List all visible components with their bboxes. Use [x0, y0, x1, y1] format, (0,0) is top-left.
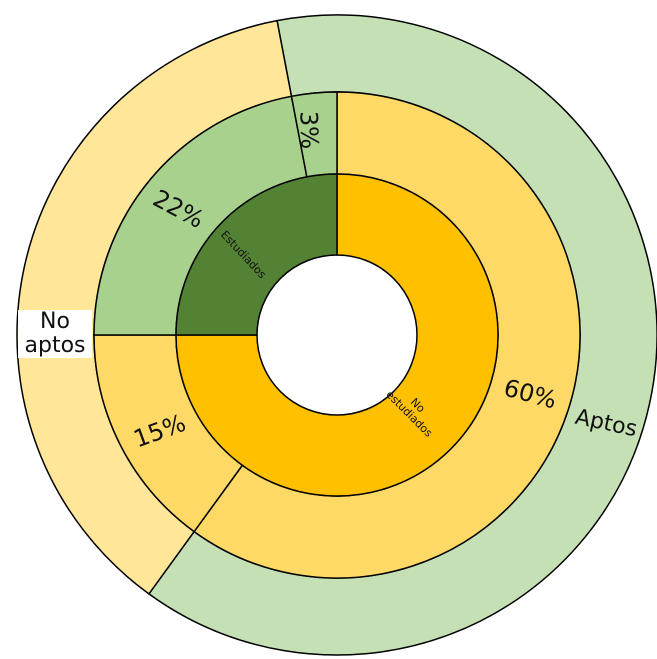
value-label: 3%: [294, 110, 323, 149]
outer-label: No aptos: [18, 309, 92, 359]
ring-segment: [175, 173, 338, 336]
ring-segment: [175, 173, 499, 497]
